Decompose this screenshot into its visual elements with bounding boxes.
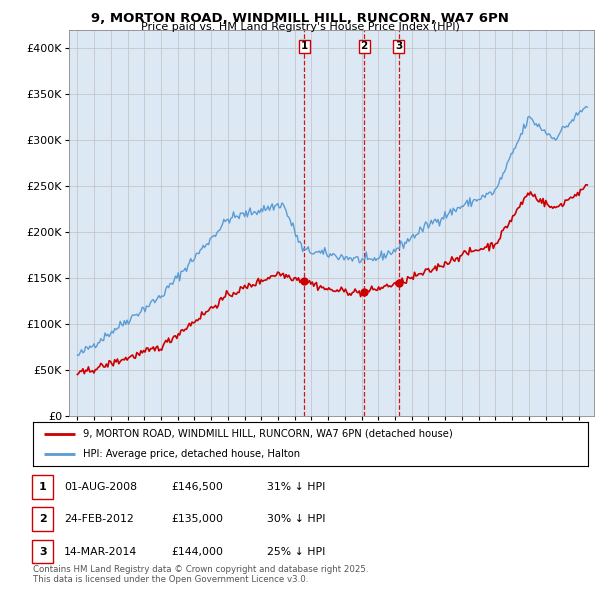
Text: 25% ↓ HPI: 25% ↓ HPI xyxy=(267,547,325,556)
Text: Price paid vs. HM Land Registry's House Price Index (HPI): Price paid vs. HM Land Registry's House … xyxy=(140,22,460,32)
Text: 1: 1 xyxy=(301,41,308,51)
Text: 2: 2 xyxy=(361,41,368,51)
Text: 9, MORTON ROAD, WINDMILL HILL, RUNCORN, WA7 6PN: 9, MORTON ROAD, WINDMILL HILL, RUNCORN, … xyxy=(91,12,509,25)
Text: 3: 3 xyxy=(39,547,47,556)
Text: Contains HM Land Registry data © Crown copyright and database right 2025.
This d: Contains HM Land Registry data © Crown c… xyxy=(33,565,368,584)
Text: £146,500: £146,500 xyxy=(171,482,223,491)
Text: 1: 1 xyxy=(39,482,47,491)
Text: 14-MAR-2014: 14-MAR-2014 xyxy=(64,547,137,556)
Text: 3: 3 xyxy=(395,41,402,51)
Text: HPI: Average price, detached house, Halton: HPI: Average price, detached house, Halt… xyxy=(83,449,300,459)
Text: £135,000: £135,000 xyxy=(171,514,223,524)
Text: £144,000: £144,000 xyxy=(171,547,223,556)
Text: 30% ↓ HPI: 30% ↓ HPI xyxy=(267,514,325,524)
Text: 24-FEB-2012: 24-FEB-2012 xyxy=(64,514,134,524)
Text: 2: 2 xyxy=(39,514,47,524)
Text: 01-AUG-2008: 01-AUG-2008 xyxy=(64,482,137,491)
Text: 9, MORTON ROAD, WINDMILL HILL, RUNCORN, WA7 6PN (detached house): 9, MORTON ROAD, WINDMILL HILL, RUNCORN, … xyxy=(83,429,453,439)
Text: 31% ↓ HPI: 31% ↓ HPI xyxy=(267,482,325,491)
